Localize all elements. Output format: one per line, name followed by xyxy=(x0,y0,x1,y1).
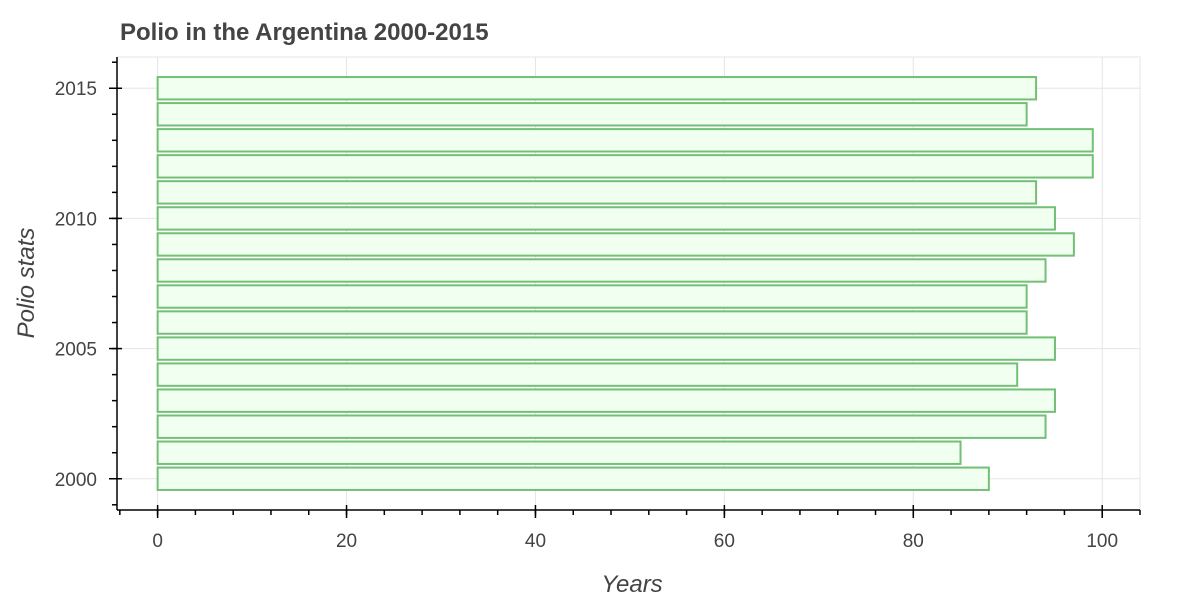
bar-2001 xyxy=(156,440,962,465)
bar-2012 xyxy=(156,154,1094,179)
bar-2009 xyxy=(156,232,1075,257)
y-tick-label: 2015 xyxy=(55,79,97,100)
x-tick-label: 40 xyxy=(525,531,546,552)
x-axis-label: Years xyxy=(601,571,662,598)
x-tick-label: 20 xyxy=(336,531,357,552)
bar-2014 xyxy=(156,102,1028,127)
bar-2006 xyxy=(156,310,1028,335)
x-tick-label: 60 xyxy=(714,531,735,552)
x-tick-label: 100 xyxy=(1086,531,1118,552)
bar-2004 xyxy=(156,362,1019,387)
bar-2008 xyxy=(156,258,1047,283)
bar-2000 xyxy=(156,466,990,491)
bar-2005 xyxy=(156,336,1056,361)
chart-title: Polio in the Argentina 2000-2015 xyxy=(120,19,489,46)
bar-2002 xyxy=(156,414,1047,439)
bar-2011 xyxy=(156,180,1038,205)
bar-2013 xyxy=(156,128,1094,153)
y-tick-label: 2005 xyxy=(55,340,97,361)
labels: Polio in the Argentina 2000-2015 Years P… xyxy=(13,19,663,598)
bar-2003 xyxy=(156,388,1056,413)
bar-2007 xyxy=(156,284,1028,309)
bar-2010 xyxy=(156,206,1056,231)
y-tick-label: 2010 xyxy=(55,209,97,230)
bar-2015 xyxy=(156,76,1038,101)
x-tick-label: 0 xyxy=(152,531,163,552)
y-tick-label: 2000 xyxy=(55,470,97,491)
x-tick-label: 80 xyxy=(903,531,924,552)
y-axis-label: Polio stats xyxy=(13,228,40,339)
axes: 0 20 40 60 80 100 2000 2005 2010 2015 xyxy=(55,57,1141,552)
bars xyxy=(156,76,1094,491)
